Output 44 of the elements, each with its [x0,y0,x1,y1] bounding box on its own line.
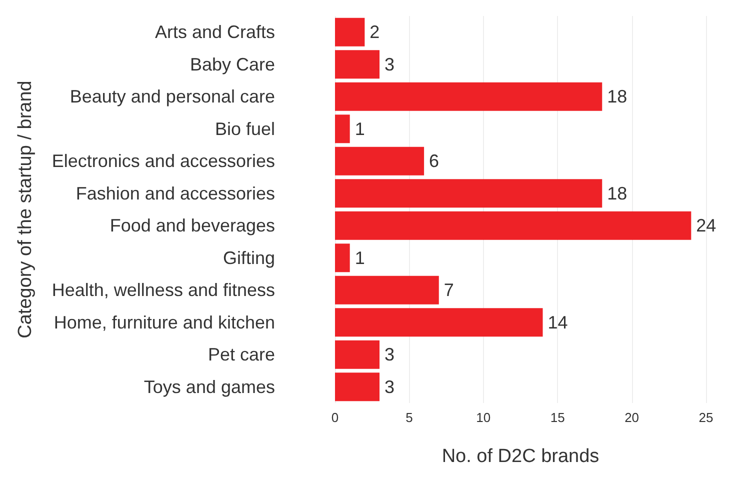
bar [335,276,439,304]
bar [335,372,380,402]
data-label: 6 [429,151,440,172]
x-tick-label: 10 [476,410,491,425]
data-label: 18 [607,86,628,107]
y-tick-label: Home, furniture and kitchen [54,312,275,332]
data-label: 24 [696,216,716,236]
bar [335,179,602,208]
y-tick-label: Beauty and personal care [70,86,275,107]
bar [335,50,380,79]
data-label: 7 [444,280,454,300]
y-tick-label: Gifting [222,248,275,268]
data-label: 3 [384,54,395,74]
data-label: 2 [370,22,380,42]
data-label: 1 [354,118,365,139]
y-tick-label: Bio fuel [214,118,275,139]
bar [335,146,424,176]
data-label: 18 [607,183,628,204]
x-tick-label: 0 [331,410,339,425]
bar [335,340,380,369]
y-tick-label: Electronics and accessories [52,151,275,172]
y-tick-label: Food and beverages [110,216,275,236]
data-label: 1 [354,248,365,268]
x-tick-label: 5 [406,410,413,425]
y-tick-label: Fashion and accessories [76,183,275,204]
data-label: 3 [384,344,395,365]
data-label: 3 [384,376,395,397]
bar [335,82,602,111]
x-axis-title: No. of D2C brands [442,446,600,467]
y-tick-label: Pet care [208,344,275,365]
y-tick-label: Health, wellness and fitness [52,280,275,300]
bar [335,244,350,272]
x-tick-label: 15 [550,410,565,425]
x-tick-label: 20 [624,410,640,425]
bar [335,114,350,144]
data-label: 14 [548,312,568,332]
x-tick-label: 25 [698,410,714,425]
bar [335,18,365,46]
bar [335,211,692,240]
bar [335,308,543,337]
y-axis-title: Category of the startup / brand [15,80,36,338]
y-tick-label: Toys and games [144,376,275,397]
y-tick-label: Arts and Crafts [154,22,275,42]
y-tick-label: Baby Care [190,54,275,74]
